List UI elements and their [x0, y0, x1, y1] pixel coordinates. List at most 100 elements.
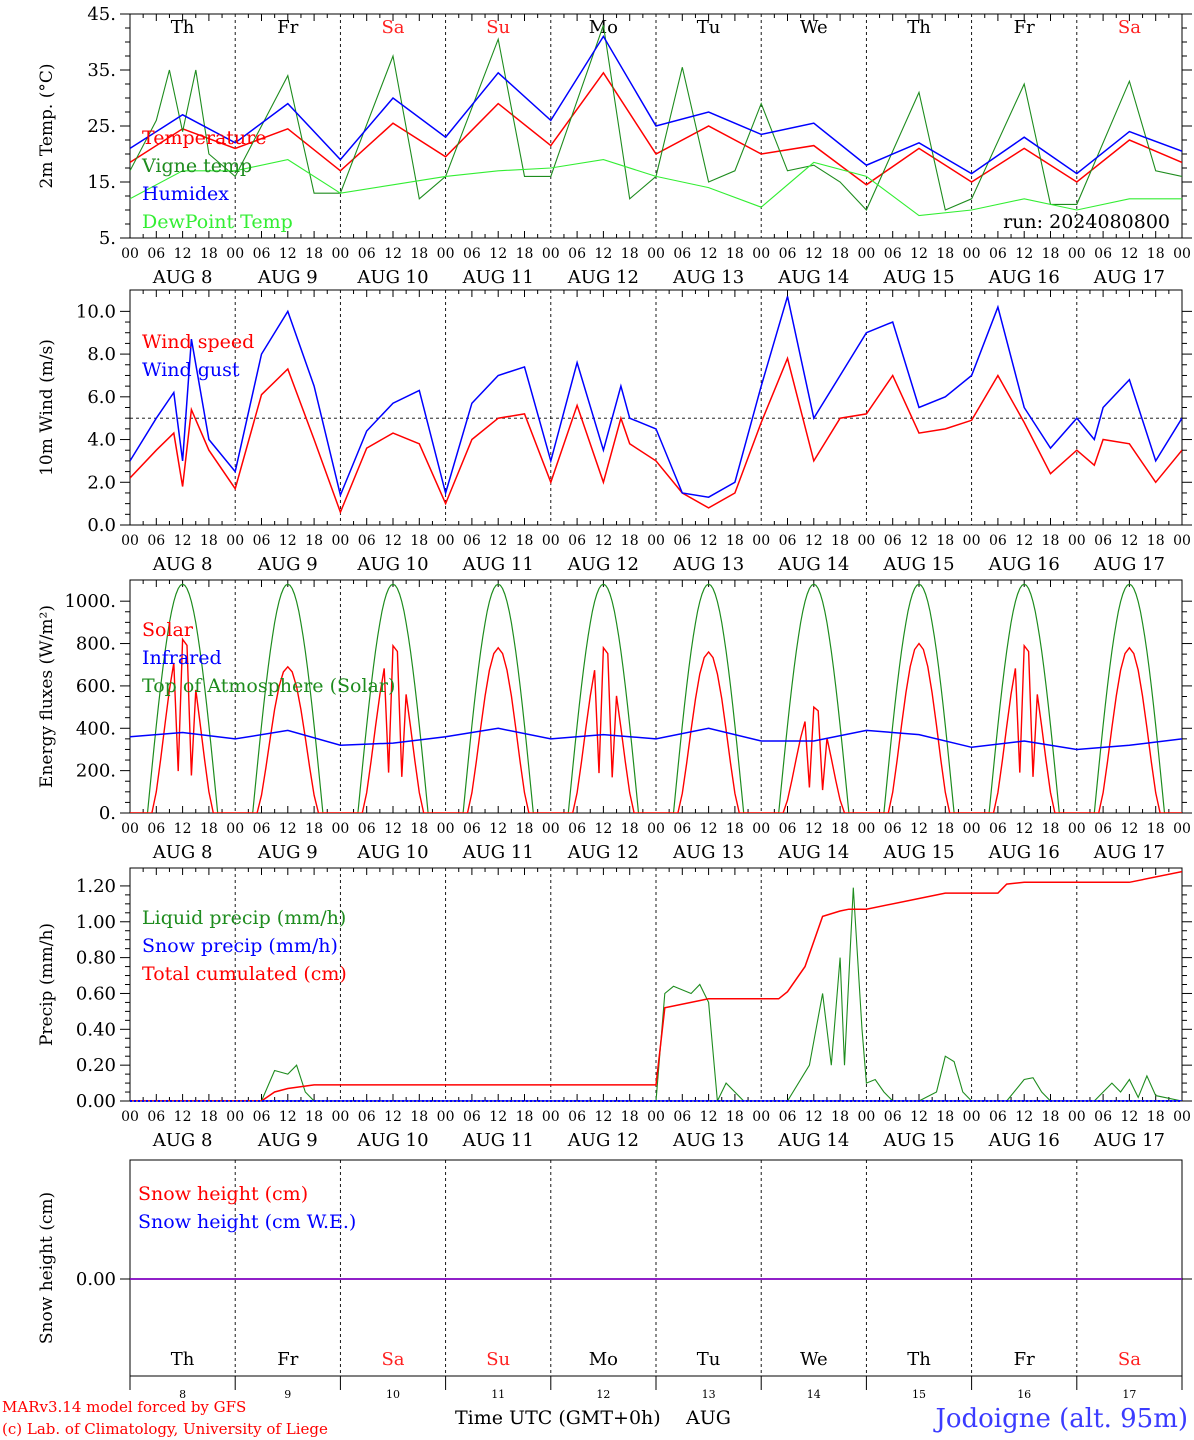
weekday-label: Tu: [697, 17, 721, 38]
y-tick-label: 2.0: [87, 472, 116, 493]
y-tick-label: 0.00: [76, 1269, 116, 1290]
hour-label: 00: [963, 246, 981, 262]
panel-2: 0.0 2.0 4.0 6.0 8.0 10.0 10m Wind (m/s) 00 06 12 1…: [37, 289, 1192, 575]
day-number: 13: [702, 1388, 716, 1401]
hour-label: 18: [200, 821, 218, 837]
series-line: [130, 887, 1182, 1101]
hour-label: 18: [621, 246, 639, 262]
hour-label: 18: [831, 821, 849, 837]
hour-label: 12: [384, 246, 402, 262]
hour-label: 06: [779, 246, 797, 262]
y-tick-label: 45.: [87, 4, 116, 25]
hour-label: 00: [1068, 1109, 1086, 1125]
station-name: Jodoigne (alt. 95m): [932, 1404, 1188, 1434]
solar-line: [971, 643, 1077, 813]
hour-label: 12: [700, 1109, 718, 1125]
hour-label: 18: [726, 246, 744, 262]
hour-label: 12: [805, 821, 823, 837]
hour-label: 12: [174, 1109, 192, 1125]
hour-label: 06: [253, 1109, 271, 1125]
hour-label: 00: [331, 821, 349, 837]
hour-label: 12: [594, 533, 612, 549]
hour-label: 18: [200, 1109, 218, 1125]
hour-label: 12: [279, 1109, 297, 1125]
hour-label: 00: [437, 533, 455, 549]
hour-label: 12: [1015, 246, 1033, 262]
hour-label: 18: [726, 821, 744, 837]
solar-line: [866, 642, 972, 813]
y-tick-label: 6.0: [87, 387, 116, 408]
day-number: 12: [596, 1388, 610, 1401]
weekday-label: We: [800, 17, 828, 38]
y-tick-label: 5.: [99, 228, 116, 249]
hour-label: 18: [1147, 1109, 1165, 1125]
hour-label: 18: [410, 246, 428, 262]
hour-label: 00: [226, 1109, 244, 1125]
series-group: [130, 870, 1182, 1101]
hour-label: 06: [779, 1109, 797, 1125]
weekday-label: Sa: [1118, 1349, 1141, 1370]
weekday-label: Th: [907, 1349, 931, 1370]
hour-label: 00: [1068, 533, 1086, 549]
hour-label: 18: [200, 533, 218, 549]
weekday-label: Tu: [697, 1349, 721, 1370]
day-label: AUG 9: [257, 1130, 318, 1151]
day-number: 8: [179, 1388, 186, 1401]
hour-label: 00: [752, 821, 770, 837]
hour-label: 06: [884, 1109, 902, 1125]
day-number: 14: [807, 1388, 821, 1401]
solar-line: [761, 705, 867, 813]
weekday-label: Th: [907, 17, 931, 38]
hour-label: 12: [279, 246, 297, 262]
hour-label: 12: [384, 533, 402, 549]
hour-label: 12: [594, 246, 612, 262]
panel-5: 0.00 Snow height (cm) Th Fr Sa Su Mo Tu We Th Fr Sa…: [37, 1159, 1192, 1401]
y-tick-label: 8.0: [87, 344, 116, 365]
hour-label: 06: [463, 246, 481, 262]
hour-label: 06: [779, 533, 797, 549]
y-axis-label: 10m Wind (m/s): [37, 339, 57, 476]
hour-label: 18: [305, 533, 323, 549]
hour-label: 06: [884, 821, 902, 837]
panel-3: 0. 200. 400. 600. 800. 1000. Energy fluxes (W/…: [37, 579, 1192, 863]
day-label: AUG 11: [462, 1130, 534, 1151]
hour-label: 12: [279, 533, 297, 549]
day-label: AUG 9: [257, 842, 318, 863]
hour-label: 06: [568, 246, 586, 262]
hour-label: 18: [1042, 533, 1060, 549]
day-label: AUG 8: [152, 1130, 213, 1151]
day-label: AUG 10: [356, 554, 428, 575]
day-label: AUG 16: [988, 554, 1060, 575]
y-tick-label: 0.40: [76, 1019, 116, 1040]
hour-label: 18: [516, 1109, 534, 1125]
legend-entry: DewPoint Temp: [142, 211, 293, 233]
hour-label: 00: [437, 1109, 455, 1125]
y-tick-label: 10.0: [76, 301, 116, 322]
hour-label: 12: [1015, 533, 1033, 549]
day-label: AUG 8: [152, 842, 213, 863]
day-label: AUG 11: [462, 842, 534, 863]
hour-label: 00: [963, 533, 981, 549]
hour-label: 18: [831, 1109, 849, 1125]
y-tick-label: 0.00: [76, 1091, 116, 1112]
day-label: AUG 16: [988, 1130, 1060, 1151]
hour-label: 12: [1120, 246, 1138, 262]
day-label: AUG 14: [777, 267, 849, 288]
hour-label: 00: [331, 1109, 349, 1125]
legend-entry: Humidex: [142, 183, 229, 205]
series-line: [130, 25, 1182, 211]
y-tick-label: 15.: [87, 172, 116, 193]
hour-label: 18: [410, 1109, 428, 1125]
series-line: [130, 356, 1182, 515]
legend-entry: Infrared: [142, 647, 222, 669]
hour-label: 06: [989, 246, 1007, 262]
series-group: [130, 296, 1182, 515]
day-number: 9: [284, 1388, 291, 1401]
hour-label: 18: [516, 821, 534, 837]
hour-label: 00: [542, 1109, 560, 1125]
footer-model: MARv3.14 model forced by GFS: [2, 1398, 246, 1416]
x-axis-month: AUG: [685, 1407, 731, 1429]
hour-label: 18: [1147, 246, 1165, 262]
hour-label: 12: [700, 533, 718, 549]
hour-label: 06: [989, 1109, 1007, 1125]
